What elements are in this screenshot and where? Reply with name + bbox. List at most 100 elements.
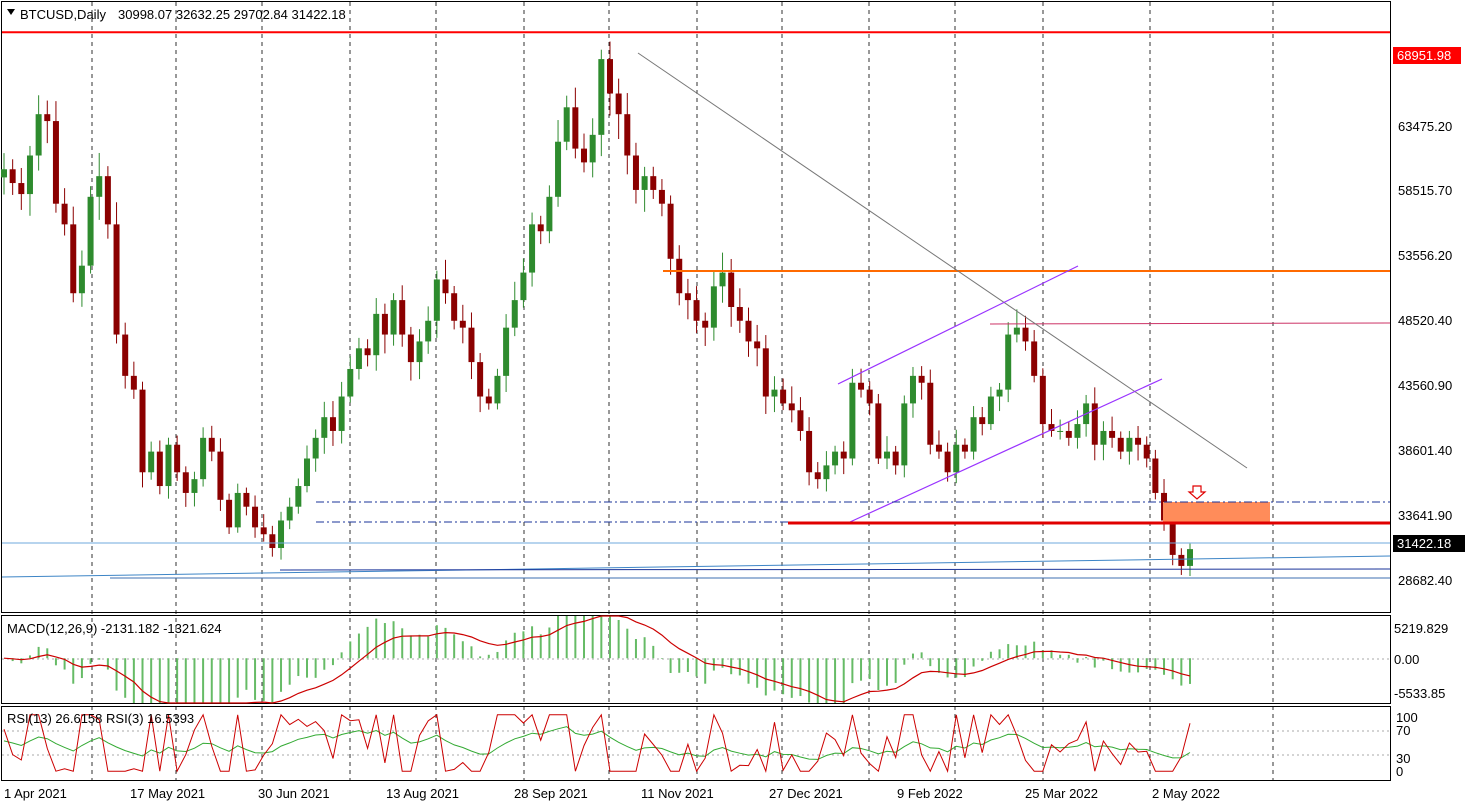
candle-body bbox=[606, 59, 613, 94]
time-label: 28 Sep 2021 bbox=[514, 786, 588, 801]
macd-signal-line bbox=[3, 615, 1191, 704]
candle-body bbox=[260, 527, 267, 535]
candle-body bbox=[355, 348, 362, 369]
high-price-tag: 68951.98 bbox=[1393, 47, 1461, 64]
candle-body bbox=[477, 362, 484, 397]
candle-body bbox=[953, 444, 960, 473]
magenta-level-line bbox=[989, 322, 1391, 325]
candle-body bbox=[252, 506, 259, 528]
candle-body bbox=[684, 293, 691, 301]
candle-body bbox=[771, 389, 778, 397]
current-price-tag: 31422.18 bbox=[1393, 535, 1465, 552]
collapse-triangle-icon[interactable] bbox=[7, 9, 15, 15]
candle-body bbox=[425, 320, 432, 342]
candle-body bbox=[208, 437, 215, 452]
rsi3-line bbox=[3, 713, 1191, 774]
candle-body bbox=[624, 114, 631, 156]
candle-body bbox=[935, 444, 942, 452]
candle-body bbox=[139, 389, 146, 473]
candle-body bbox=[736, 307, 743, 321]
candle-body bbox=[788, 403, 795, 411]
candle-body bbox=[563, 107, 570, 142]
candle-body bbox=[1074, 424, 1081, 438]
candle-body bbox=[658, 189, 665, 204]
candle-body bbox=[18, 183, 25, 195]
candle-body bbox=[1143, 444, 1150, 459]
candle-body bbox=[442, 279, 449, 294]
candle-body bbox=[1048, 424, 1055, 431]
candle-body bbox=[399, 300, 406, 335]
candle-body bbox=[970, 417, 977, 452]
candle-body bbox=[329, 417, 336, 431]
candle-body bbox=[892, 451, 899, 466]
symbol-header: BTCUSD,Daily bbox=[20, 7, 106, 22]
candle-body bbox=[243, 492, 250, 507]
candle-body bbox=[200, 437, 207, 480]
candle-body bbox=[44, 114, 51, 122]
candle-body bbox=[632, 155, 639, 190]
time-label: 1 Apr 2021 bbox=[4, 786, 67, 801]
candle-body bbox=[780, 389, 787, 404]
candle-body bbox=[1117, 437, 1124, 452]
candle-body bbox=[832, 451, 839, 466]
price-tick: 43560.90 bbox=[1398, 378, 1452, 393]
time-label: 2 May 2022 bbox=[1152, 786, 1220, 801]
price-tick: 33641.90 bbox=[1398, 508, 1452, 523]
price-tick: 58515.70 bbox=[1398, 183, 1452, 198]
candle-body bbox=[226, 499, 233, 528]
candle-body bbox=[520, 272, 527, 301]
candle-body bbox=[1100, 430, 1107, 445]
candle-body bbox=[87, 196, 94, 266]
candle-body bbox=[191, 479, 198, 493]
candle-body bbox=[849, 382, 856, 459]
candle-body bbox=[1013, 327, 1020, 335]
candle-body bbox=[511, 300, 518, 328]
candle-body bbox=[546, 196, 553, 232]
candle-body bbox=[918, 375, 925, 383]
candle-body bbox=[858, 382, 865, 390]
candle-body bbox=[589, 134, 596, 163]
candle-body bbox=[96, 176, 103, 197]
time-label: 17 May 2021 bbox=[130, 786, 205, 801]
candle-body bbox=[641, 176, 648, 190]
candle-body bbox=[338, 396, 345, 431]
candle-body bbox=[555, 141, 562, 197]
time-label: 27 Dec 2021 bbox=[769, 786, 843, 801]
rsi-series bbox=[2, 713, 1390, 774]
candle-body bbox=[710, 286, 717, 328]
candle-body bbox=[381, 313, 388, 335]
candle-body bbox=[996, 389, 1003, 397]
macd-tick: 5219.829 bbox=[1394, 621, 1448, 636]
candle-body bbox=[823, 465, 830, 480]
candle-body bbox=[373, 313, 380, 356]
candle-body bbox=[719, 272, 726, 287]
candle-body bbox=[364, 348, 371, 356]
candle-body bbox=[814, 472, 821, 480]
candle-body bbox=[1, 169, 7, 178]
price-tick: 53556.20 bbox=[1398, 248, 1452, 263]
rsi13-line bbox=[3, 726, 1191, 760]
macd-label: MACD(12,26,9) -2131.182 -1321.624 bbox=[7, 621, 222, 636]
candle-body bbox=[1109, 430, 1116, 438]
candle-body bbox=[122, 334, 129, 376]
candle-body bbox=[572, 107, 579, 149]
rsi-tick: 30 bbox=[1396, 751, 1410, 766]
candle-body bbox=[234, 492, 241, 528]
candle-body bbox=[61, 203, 68, 225]
candle-body bbox=[840, 451, 847, 459]
svg-text:68951.98: 68951.98 bbox=[1397, 48, 1451, 63]
candle-body bbox=[165, 444, 172, 487]
time-label: 9 Feb 2022 bbox=[897, 786, 963, 801]
candle-body bbox=[884, 451, 891, 459]
candle-body bbox=[182, 472, 189, 493]
candle-body bbox=[979, 417, 986, 425]
bottom-level-line bbox=[279, 568, 1391, 571]
candle-body bbox=[866, 389, 873, 404]
candle-body bbox=[174, 444, 181, 473]
candle-body bbox=[909, 375, 916, 404]
candle-body bbox=[494, 375, 501, 404]
candle-body bbox=[1126, 437, 1133, 452]
price-axis: 63475.20 58515.70 53556.20 48520.40 4356… bbox=[1398, 119, 1452, 588]
time-label: 30 Jun 2021 bbox=[258, 786, 330, 801]
